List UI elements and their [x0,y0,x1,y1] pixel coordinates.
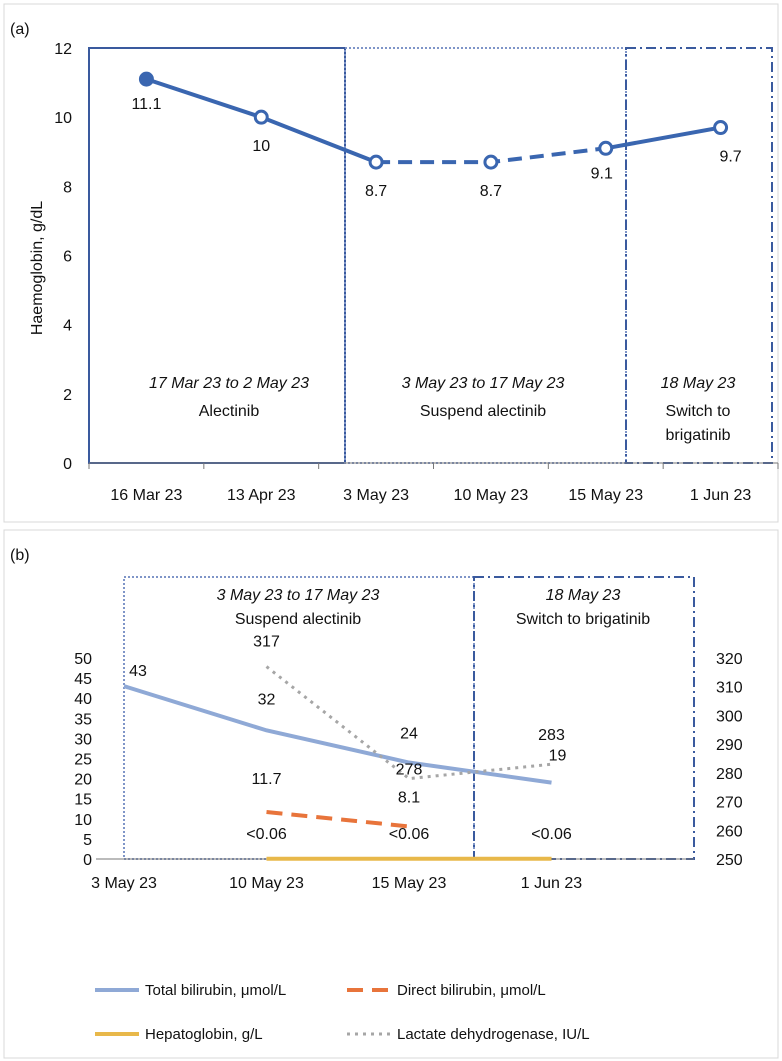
panel-a-phase-1-label: Alectinib [199,403,260,420]
panel-b-label: (b) [10,547,30,564]
panel-a-x-tick-label: 1 Jun 23 [690,487,751,504]
panel-b-left-y-tick-label: 5 [83,832,92,849]
panel-a-x-tick-labels: 16 Mar 23 13 Apr 23 3 May 23 10 May 23 15 Ma… [110,487,751,504]
panel-b-phase-1-dates: 3 May 23 to 17 May 23 [217,587,380,604]
hepatoglobin-data-label: <0.06 [531,826,572,843]
panel-a-label: (a) [10,21,30,38]
panel-b-left-y-tick-label: 20 [74,772,92,789]
legend-label-direct-bilirubin: Direct bilirubin, μmol/L [397,982,546,999]
panel-a-phase-2-dates: 3 May 23 to 17 May 23 [402,375,565,392]
haemoglobin-point [368,154,384,170]
panel-b-left-y-tick-label: 15 [74,792,92,809]
panel-a-y-tick-label: 2 [63,387,72,404]
total-bilirubin-data-label: 32 [258,691,276,708]
panel-b-left-y-tick-label: 45 [74,671,92,688]
direct-bilirubin-line [266,809,410,829]
panel-b-left-y-tick-labels: 0 5 10 15 20 25 30 35 40 45 50 [74,651,92,869]
legend-label-hepatoglobin: Hepatoglobin, g/L [145,1026,263,1043]
haemoglobin-line-brigatinib [605,125,721,151]
panel-b-x-tick-label: 10 May 23 [229,875,304,892]
panel-a-x-tick-label: 13 Apr 23 [227,487,296,504]
lactate-dehydrogenase-data-label: 283 [538,727,565,744]
haemoglobin-point [138,71,154,87]
panel-b-left-y-tick-label: 30 [74,731,92,748]
hepatoglobin-data-label: <0.06 [389,826,430,843]
legend-label-lactate-dehydrogenase: Lactate dehydrogenase, IU/L [397,1026,590,1043]
panel-b-right-y-tick-label: 250 [716,852,743,869]
haemoglobin-data-label: 10 [252,138,270,155]
panel-b-x-tick-labels: 3 May 23 10 May 23 15 May 23 1 Jun 23 [91,875,582,892]
phase-box-switch [625,47,773,464]
haemoglobin-data-label: 9.1 [591,165,613,182]
haemoglobin-data-label: 8.7 [365,183,387,200]
haemoglobin-data-label: 8.7 [480,183,502,200]
panel-b-x-tick-label: 1 Jun 23 [521,875,582,892]
lactate-dehydrogenase-data-label: 317 [253,634,280,651]
panel-a-x-tick-label: 16 Mar 23 [110,487,182,504]
panel-b-frame [3,529,779,1059]
panel-a-y-tick-label: 6 [63,249,72,266]
total-bilirubin-data-label: 19 [549,748,567,765]
total-bilirubin-data-label: 24 [400,726,418,743]
panel-b-right-y-tick-label: 260 [716,823,743,840]
panel-a-y-tick-label: 10 [54,110,72,127]
panel-b-series: 43 32 24 19 11.7 8.1 <0.06 <0.06 <0.06 317 278 283 [123,634,572,861]
direct-bilirubin-data-label: 11.7 [252,771,282,788]
panel-b-left-y-tick-label: 35 [74,711,92,728]
haemoglobin-data-label: 11.1 [131,96,161,113]
panel-b-right-y-tick-label: 300 [716,708,743,725]
total-bilirubin-data-label: 43 [129,663,147,680]
panel-a-phase-3-label-line2: brigatinib [666,427,731,444]
panel-a-chart: (a) 0 2 4 6 8 10 12 16 Mar 23 13 Apr 23 3 May 23… [3,3,779,523]
hepatoglobin-data-label: <0.06 [246,826,287,843]
panel-b-right-y-tick-label: 270 [716,795,743,812]
panel-b-left-y-tick-label: 0 [83,852,92,869]
panel-a-y-tick-labels: 0 2 4 6 8 10 12 [54,41,72,473]
panel-a-phase-boxes [88,47,779,469]
haemoglobin-point [483,154,499,170]
panel-a-series: 11.1 10 8.7 8.7 9.1 9.7 [131,71,742,200]
panel-a-y-tick-label: 0 [63,456,72,473]
panel-b-right-y-tick-label: 310 [716,680,743,697]
panel-a-y-tick-label: 8 [63,179,72,196]
total-bilirubin-line [123,684,552,785]
panel-a-x-tick-label: 10 May 23 [454,487,529,504]
panel-b-x-tick-label: 15 May 23 [372,875,447,892]
haemoglobin-data-label: 9.7 [719,149,741,166]
panel-a-phase-1-dates: 17 Mar 23 to 2 May 23 [149,375,309,392]
panel-a-phase-3-dates: 18 May 23 [661,375,736,392]
panel-b-legend: Total bilirubin, μmol/L Direct bilirubin,… [95,982,590,1043]
panel-a-phase-3-label-line1: Switch to [666,403,731,420]
panel-b-left-y-tick-label: 40 [74,691,92,708]
panel-b-right-y-tick-label: 290 [716,737,743,754]
panel-b-left-y-tick-label: 25 [74,752,92,769]
legend-label-total-bilirubin: Total bilirubin, μmol/L [145,982,286,999]
panel-b-x-tick-label: 3 May 23 [91,875,157,892]
panel-b-phase-2-dates: 18 May 23 [546,587,621,604]
panel-b-right-y-tick-label: 320 [716,651,743,668]
direct-bilirubin-data-label: 8.1 [398,789,420,806]
panel-a-y-tick-label: 4 [63,318,72,335]
panel-a-phase-2-label: Suspend alectinib [420,403,546,420]
phase-box-switch [473,576,695,860]
panel-b-left-y-tick-label: 10 [74,812,92,829]
phase-box-suspend [344,47,627,464]
panel-a-y-axis-label: Haemoglobin, g/dL [29,201,46,335]
panel-b-right-y-tick-label: 280 [716,766,743,783]
haemoglobin-point [253,109,269,125]
panel-b-chart: (b) 0 5 10 15 20 25 30 35 40 45 50 250 260 270 280 290… [3,529,779,1059]
panel-b-phase-2-label: Switch to brigatinib [516,611,650,628]
haemoglobin-point [598,140,614,156]
panel-b-left-y-tick-label: 50 [74,651,92,668]
panel-a-x-tick-label: 3 May 23 [343,487,409,504]
phase-box-alectinib [88,47,346,464]
panel-b-right-y-tick-labels: 250 260 270 280 290 300 310 320 [716,651,743,869]
panel-a-y-tick-label: 12 [54,41,72,58]
panel-b-phase-1-label: Suspend alectinib [235,611,361,628]
panel-a-x-tick-label: 15 May 23 [568,487,643,504]
haemoglobin-point [713,120,729,136]
panel-a-frame [3,3,779,523]
lactate-dehydrogenase-data-label: 278 [396,762,423,779]
